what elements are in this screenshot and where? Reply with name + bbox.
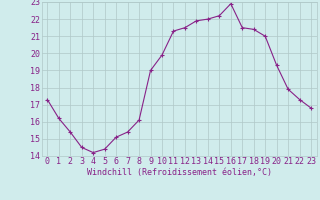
X-axis label: Windchill (Refroidissement éolien,°C): Windchill (Refroidissement éolien,°C)	[87, 168, 272, 177]
